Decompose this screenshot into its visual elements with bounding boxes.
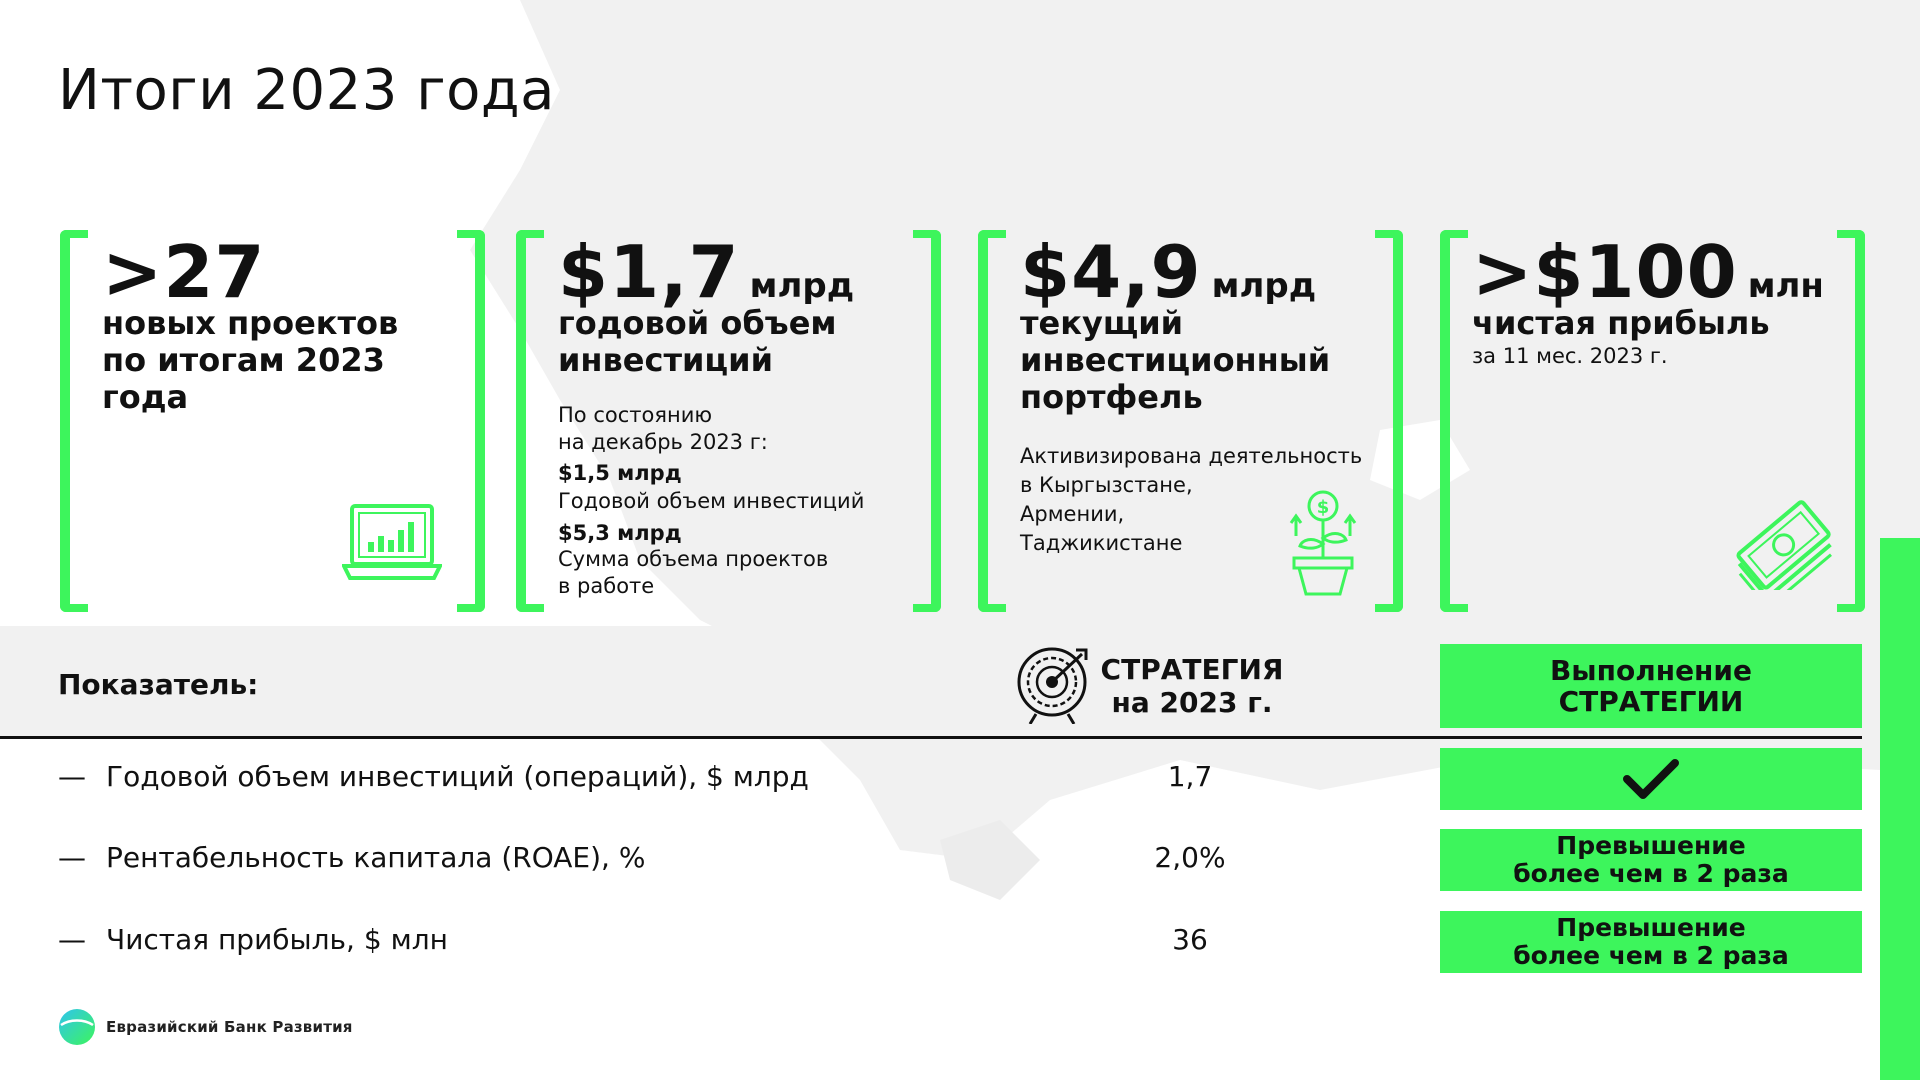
kpi-item-text: Годовой объем инвестиций	[558, 489, 865, 513]
row-dash: —	[58, 760, 86, 793]
kpi-note: за 11 мес. 2023 г.	[1472, 344, 1668, 368]
money-plant-icon: $	[1289, 490, 1357, 596]
kpi-card-net-profit: >$100 млн чистая прибыль за 11 мес. 2023 …	[1440, 230, 1865, 612]
kpi-number: $1,7	[558, 230, 740, 314]
kpi-number: >$100	[1472, 230, 1738, 314]
execution-column-header: Выполнение СТРАТЕГИИ	[1440, 644, 1862, 728]
table-row: — Чистая прибыль, $ млн	[58, 923, 448, 956]
bracket-right	[1375, 230, 1403, 612]
kpi-card-portfolio: $4,9 млрд текущий инвестиционный портфель…	[978, 230, 1403, 612]
kpi-note: Активизирована деятельность в Кыргызстан…	[1020, 444, 1363, 555]
kpi-label: новых проектов по итогам 2023 года	[102, 304, 399, 416]
page-title: Итоги 2023 года	[58, 58, 555, 123]
row-strategy-value: 2,0%	[1154, 841, 1226, 874]
kpi-number: $4,9	[1020, 230, 1202, 314]
kpi-item-text: Сумма объема проектов в работе	[558, 547, 829, 598]
row-label: Рентабельность капитала (ROAE), %	[106, 841, 646, 874]
kpi-item-value: $5,3 млрд	[558, 521, 682, 545]
kpi-label: годовой объем инвестиций	[558, 304, 837, 379]
kpi-label: текущий инвестиционный портфель	[1020, 304, 1331, 416]
bank-logo-text: Евразийский Банк Развития	[106, 1018, 353, 1036]
row-strategy-value: 1,7	[1167, 760, 1213, 793]
bracket-right	[1837, 230, 1865, 612]
right-edge-accent	[1880, 538, 1920, 1080]
bracket-left	[516, 230, 544, 612]
bracket-left	[1440, 230, 1468, 612]
indicator-column-header: Показатель:	[58, 668, 259, 701]
banknotes-icon	[1736, 500, 1832, 590]
kpi-card-annual-investment: $1,7 млрд годовой объем инвестиций По сос…	[516, 230, 941, 612]
kpi-value: >$100 млн	[1472, 230, 1824, 314]
laptop-chart-icon	[342, 504, 442, 580]
kpi-unit: млн	[1747, 266, 1824, 306]
bank-logo: Евразийский Банк Развития	[58, 1008, 353, 1046]
row-strategy-value: 36	[1172, 923, 1208, 956]
kpi-value: >27	[102, 230, 266, 314]
kpi-card-projects: >27 новых проектов по итогам 2023 года	[60, 230, 485, 612]
row-status-exceeded: Превышение более чем в 2 раза	[1440, 911, 1862, 973]
row-label: Годовой объем инвестиций (операций), $ м…	[106, 760, 809, 793]
kpi-unit: млрд	[1211, 266, 1317, 306]
kpi-unit: млрд	[749, 266, 855, 306]
row-status-achieved	[1440, 748, 1862, 810]
row-dash: —	[58, 841, 86, 874]
table-row: — Рентабельность капитала (ROAE), %	[58, 841, 645, 874]
table-row: — Годовой объем инвестиций (операций), $ …	[58, 760, 809, 793]
bracket-right	[457, 230, 485, 612]
target-icon	[1017, 647, 1088, 724]
strategy-column-header: СТРАТЕГИЯ на 2023 г.	[1100, 653, 1284, 719]
kpi-note: По состоянию на декабрь 2023 г:	[558, 403, 768, 454]
svg-text:$: $	[1317, 497, 1330, 518]
checkmark-icon	[1623, 759, 1679, 799]
bracket-left	[978, 230, 1006, 612]
bracket-left	[60, 230, 88, 612]
row-dash: —	[58, 923, 86, 956]
kpi-number: >27	[102, 230, 266, 314]
kpi-value: $4,9 млрд	[1020, 230, 1316, 314]
bracket-right	[913, 230, 941, 612]
kpi-item-value: $1,5 млрд	[558, 461, 682, 485]
row-status-exceeded: Превышение более чем в 2 раза	[1440, 829, 1862, 891]
bank-logo-icon	[59, 1009, 95, 1045]
kpi-label: чистая прибыль	[1472, 304, 1770, 342]
kpi-value: $1,7 млрд	[558, 230, 854, 314]
table-header-divider	[0, 736, 1862, 739]
row-label: Чистая прибыль, $ млн	[106, 923, 448, 956]
